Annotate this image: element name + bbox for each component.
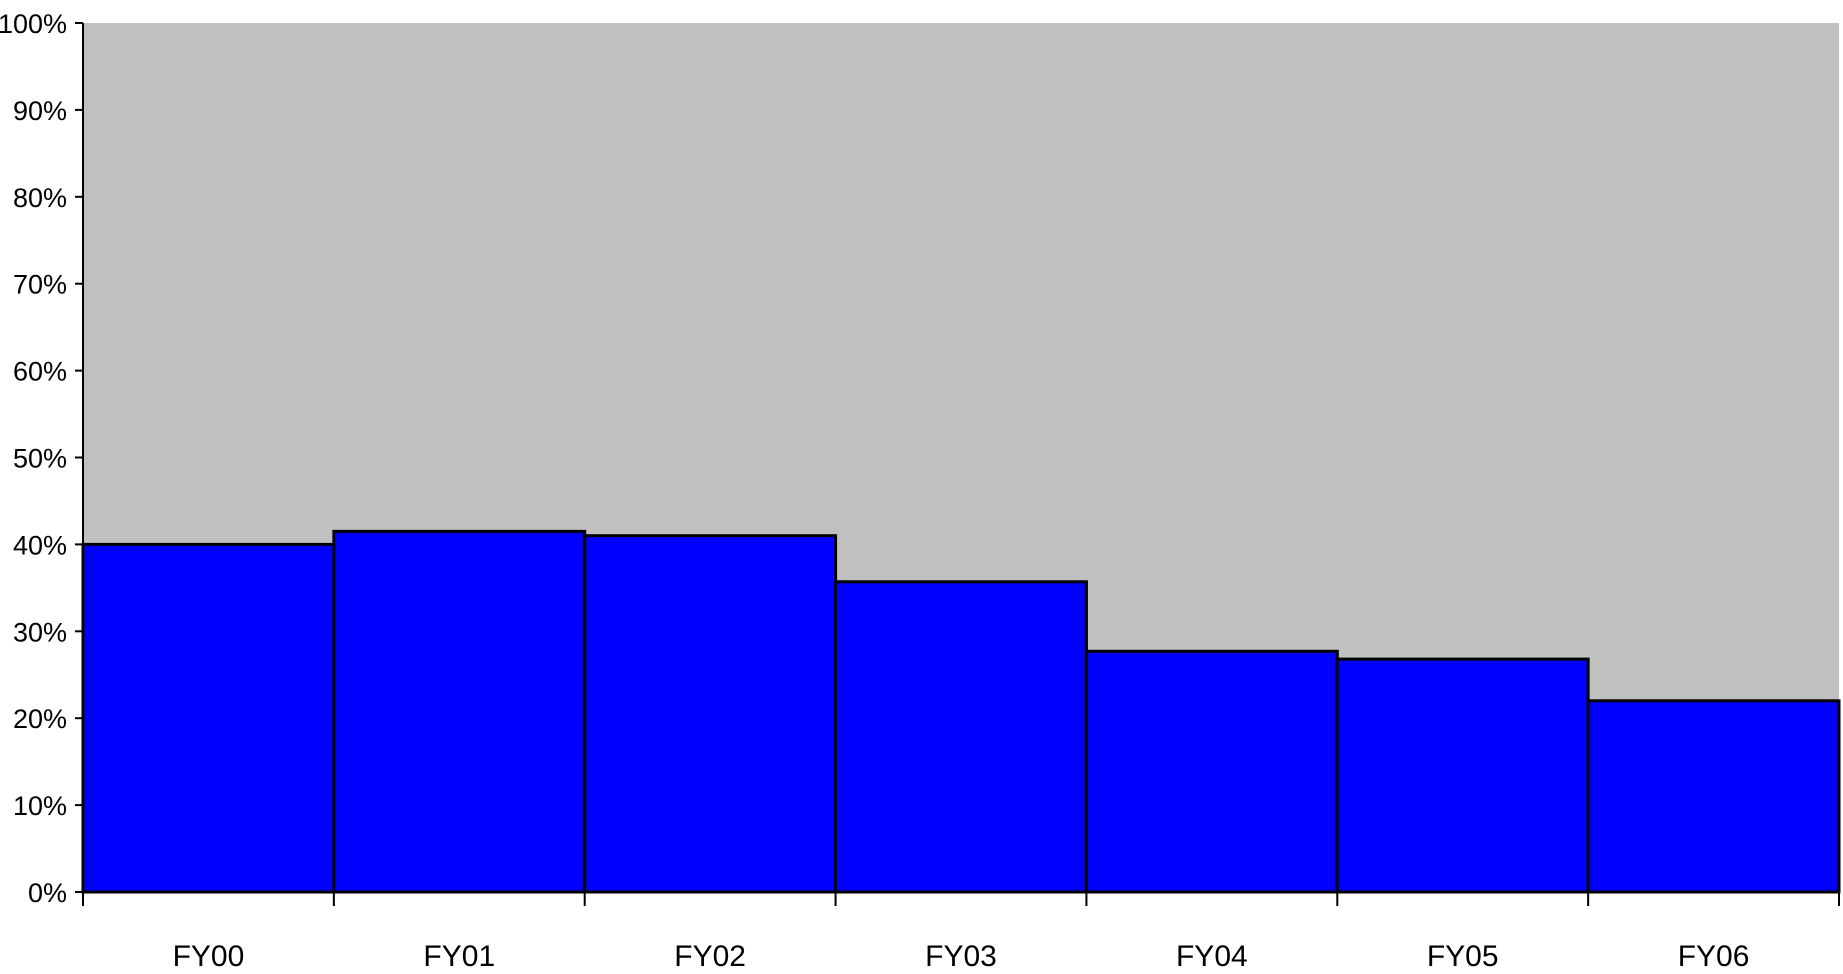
y-tick-label: 70% [13, 270, 67, 300]
y-tick-label: 50% [13, 444, 67, 474]
y-tick-label: 80% [13, 183, 67, 213]
bar-fy00 [81, 542, 336, 894]
y-tick-label: 10% [13, 791, 67, 821]
y-tick-label: 20% [13, 704, 67, 734]
x-tick-label: FY00 [173, 940, 245, 973]
y-tick-label: 90% [13, 96, 67, 126]
x-tick-label: FY04 [1176, 940, 1248, 973]
bar-fy03 [834, 580, 1088, 894]
y-tick-label: 40% [13, 530, 67, 560]
y-tick-label: 60% [13, 357, 67, 387]
bar-fy01 [332, 529, 587, 894]
x-tick-label: FY05 [1427, 940, 1499, 973]
bars-group [81, 529, 1841, 894]
bar-fy02 [583, 534, 838, 894]
bar-fy06 [1586, 699, 1841, 894]
y-axis-ticks: 0% 10% 20% 30% 40% 50% 60% 70% 80% 90% 100% [0, 9, 83, 908]
x-tick-label: FY01 [423, 940, 495, 973]
x-tick-label: FY03 [925, 940, 997, 973]
y-tick-label: 100% [0, 9, 67, 39]
y-tick-label: 30% [13, 617, 67, 647]
bar-fy04 [1084, 649, 1339, 894]
y-tick-label: 0% [28, 878, 67, 908]
x-axis-ticks: FY00 FY01 FY02 FY03 FY04 FY05 FY06 [82, 892, 1840, 973]
x-tick-label: FY02 [674, 940, 746, 973]
x-tick-label: FY06 [1678, 940, 1750, 973]
bar-fy05 [1335, 657, 1590, 894]
